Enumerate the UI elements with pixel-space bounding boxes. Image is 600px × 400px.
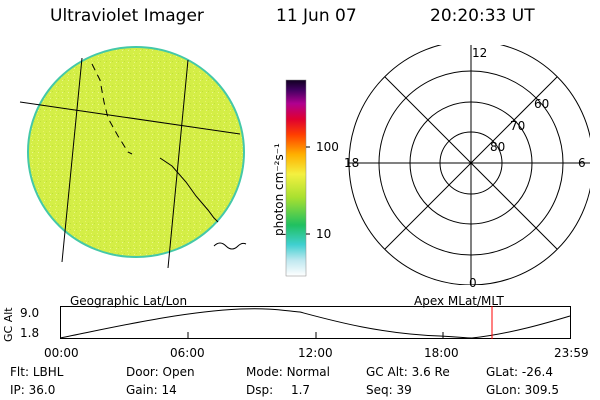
timeline-y-tick-9: 9.0 <box>20 306 40 320</box>
status-glon: GLon: 309.5 <box>486 383 559 397</box>
timeline-x-tick-2359: 23:59 <box>554 346 589 360</box>
colorbar-tick-100: 100 <box>316 140 339 154</box>
status-glon-value: 309.5 <box>524 383 559 397</box>
timeline-right-title: Apex MLat/MLT <box>414 294 504 308</box>
status-mode: Mode: Normal <box>246 365 330 379</box>
status-flt-label: Flt: <box>10 365 29 379</box>
altitude-curve <box>60 308 571 339</box>
status-gc-alt-label: GC Alt: <box>366 365 408 379</box>
status-door-value: Open <box>162 365 195 379</box>
status-dsp-label: Dsp: <box>246 383 274 397</box>
polar-spoke <box>384 76 558 250</box>
uv-disk-image <box>19 46 247 269</box>
instrument-title: Ultraviolet Imager <box>50 6 204 26</box>
earth-disk <box>27 46 245 258</box>
status-mode-label: Mode: <box>246 365 283 379</box>
colorbar-gradient <box>285 79 307 277</box>
mlt-label-18: 18 <box>344 156 360 170</box>
timeline-y-tick-1-8: 1.8 <box>20 326 40 340</box>
date-label: 11 Jun 07 <box>276 6 357 26</box>
mlat-label-60: 60 <box>534 97 550 111</box>
coastline <box>213 242 247 250</box>
status-flt-value: LBHL <box>32 365 64 379</box>
polar-mlat-mlt-plot <box>348 45 590 285</box>
timeline-x-tick-0600: 06:00 <box>170 346 205 360</box>
latitude-line <box>19 101 241 135</box>
timeline-x-tick-0000: 00:00 <box>44 346 79 360</box>
status-gain: Gain: 14 <box>126 383 177 397</box>
status-door-label: Door: <box>126 365 159 379</box>
status-flt: Flt: LBHL <box>10 365 63 379</box>
status-mode-value: Normal <box>286 365 330 379</box>
colorbar-tick-10: 10 <box>316 227 332 241</box>
coastline <box>159 157 219 223</box>
status-ip-label: IP: <box>10 383 25 397</box>
timeline-y-label: GC Alt <box>2 307 15 342</box>
altitude-timeline <box>60 306 571 339</box>
time-label: 20:20:33 UT <box>430 6 535 26</box>
status-dsp: Dsp: 1.7 <box>246 383 310 397</box>
mlt-label-12: 12 <box>472 46 488 60</box>
coastline <box>91 63 133 155</box>
mlt-label-6: 6 <box>578 156 586 170</box>
longitude-line <box>61 57 83 263</box>
status-gc-alt: GC Alt: 3.6 Re <box>366 365 450 379</box>
mlt-label-0: 0 <box>469 276 477 290</box>
status-gain-value: 14 <box>161 383 177 397</box>
intensity-colorbar <box>285 79 310 277</box>
status-gc-alt-value: 3.6 Re <box>411 365 450 379</box>
status-door: Door: Open <box>126 365 195 379</box>
status-ip-value: 36.0 <box>28 383 56 397</box>
timeline-left-title: Geographic Lat/Lon <box>70 294 188 308</box>
mlat-label-80: 80 <box>490 140 506 154</box>
status-seq: Seq: 39 <box>366 383 412 397</box>
status-dsp-value: 1.7 <box>290 383 311 397</box>
status-glon-label: GLon: <box>486 383 521 397</box>
status-seq-value: 39 <box>396 383 412 397</box>
status-seq-label: Seq: <box>366 383 393 397</box>
colorbar-unit-label: photon cm⁻²s⁻¹ <box>272 143 286 236</box>
status-glat: GLat: -26.4 <box>486 365 553 379</box>
longitude-line <box>167 59 189 269</box>
timeline-x-tick-1200: 12:00 <box>298 346 333 360</box>
timeline-x-tick-1800: 18:00 <box>424 346 459 360</box>
status-glat-value: -26.4 <box>521 365 553 379</box>
status-gain-label: Gain: <box>126 383 158 397</box>
mlat-label-70: 70 <box>510 119 526 133</box>
status-ip: IP: 36.0 <box>10 383 55 397</box>
status-glat-label: GLat: <box>486 365 519 379</box>
